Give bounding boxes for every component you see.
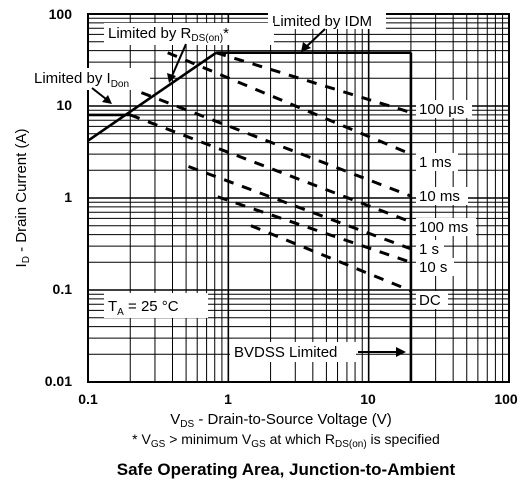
rdson-limit-line bbox=[87, 51, 217, 142]
idon-label-bg bbox=[30, 68, 150, 90]
x-tick-label: 100 bbox=[494, 391, 518, 407]
series-label: 100 ms bbox=[419, 219, 468, 236]
series-label-bg bbox=[416, 100, 472, 118]
x-tick-label: 10 bbox=[360, 391, 376, 407]
rdson-label-bg bbox=[104, 23, 274, 45]
y-tick-label: 0.1 bbox=[53, 281, 73, 297]
idm-arrowhead bbox=[301, 42, 311, 52]
temperature-note-bg bbox=[104, 293, 208, 318]
series-label: DC bbox=[419, 292, 441, 309]
x-axis-label: VDS - Drain-to-Source Voltage (V) bbox=[170, 411, 392, 430]
idon-limit-label: Limited by IDon bbox=[34, 70, 129, 90]
rdson-arrow bbox=[171, 43, 187, 77]
boundary-layer bbox=[87, 51, 413, 382]
series-layer bbox=[129, 51, 412, 293]
temperature-note: TA = 25 °C bbox=[108, 298, 179, 318]
series-line-6 bbox=[217, 195, 412, 264]
series-label-bg bbox=[416, 291, 448, 309]
idon-arrowhead bbox=[102, 95, 112, 104]
y-tick-label: 100 bbox=[49, 6, 73, 22]
bvdss-limit-label: BVDSS Limited bbox=[234, 344, 337, 361]
series-line-3 bbox=[140, 91, 412, 198]
series-line-1 bbox=[215, 51, 412, 114]
x-tick-label: 0.1 bbox=[78, 391, 98, 407]
y-tick-label: 1 bbox=[64, 189, 72, 205]
series-label-bg bbox=[416, 153, 458, 171]
x-tick-label: 1 bbox=[224, 391, 232, 407]
series-label-bg bbox=[416, 258, 454, 276]
idm-label-bg bbox=[268, 11, 386, 29]
footnote: * VGS > minimum VGS at which RDS(on) is … bbox=[132, 431, 440, 450]
y-tick-label: 0.01 bbox=[45, 373, 72, 389]
series-label-bg bbox=[416, 218, 476, 236]
series-line-4 bbox=[129, 113, 412, 224]
series-label: 1 ms bbox=[419, 154, 452, 171]
y-tick-label: 10 bbox=[56, 97, 72, 113]
series-line-7 bbox=[250, 224, 412, 293]
series-label: 10 s bbox=[419, 259, 447, 276]
series-label: 100 μs bbox=[419, 101, 464, 118]
series-label: 10 ms bbox=[419, 188, 460, 205]
series-label-bg bbox=[416, 240, 444, 258]
chart-title: Safe Operating Area, Junction-to-Ambient bbox=[117, 460, 456, 479]
bvdss-arrowhead bbox=[396, 347, 406, 357]
y-axis-label: ID - Drain Current (A) bbox=[13, 129, 32, 268]
rdson-arrowhead bbox=[167, 73, 176, 83]
rdson-limit-label: Limited by RDS(on)* bbox=[108, 25, 229, 44]
series-line-5 bbox=[187, 165, 412, 251]
idon-arrow bbox=[91, 87, 107, 100]
idm-arrow bbox=[305, 28, 326, 48]
series-line-2 bbox=[167, 51, 412, 156]
series-label-bg bbox=[416, 187, 468, 205]
idm-limit-label: Limited by IDM bbox=[272, 13, 372, 30]
series-label: 1 s bbox=[419, 241, 439, 258]
bvdss-label-bg bbox=[230, 342, 356, 362]
